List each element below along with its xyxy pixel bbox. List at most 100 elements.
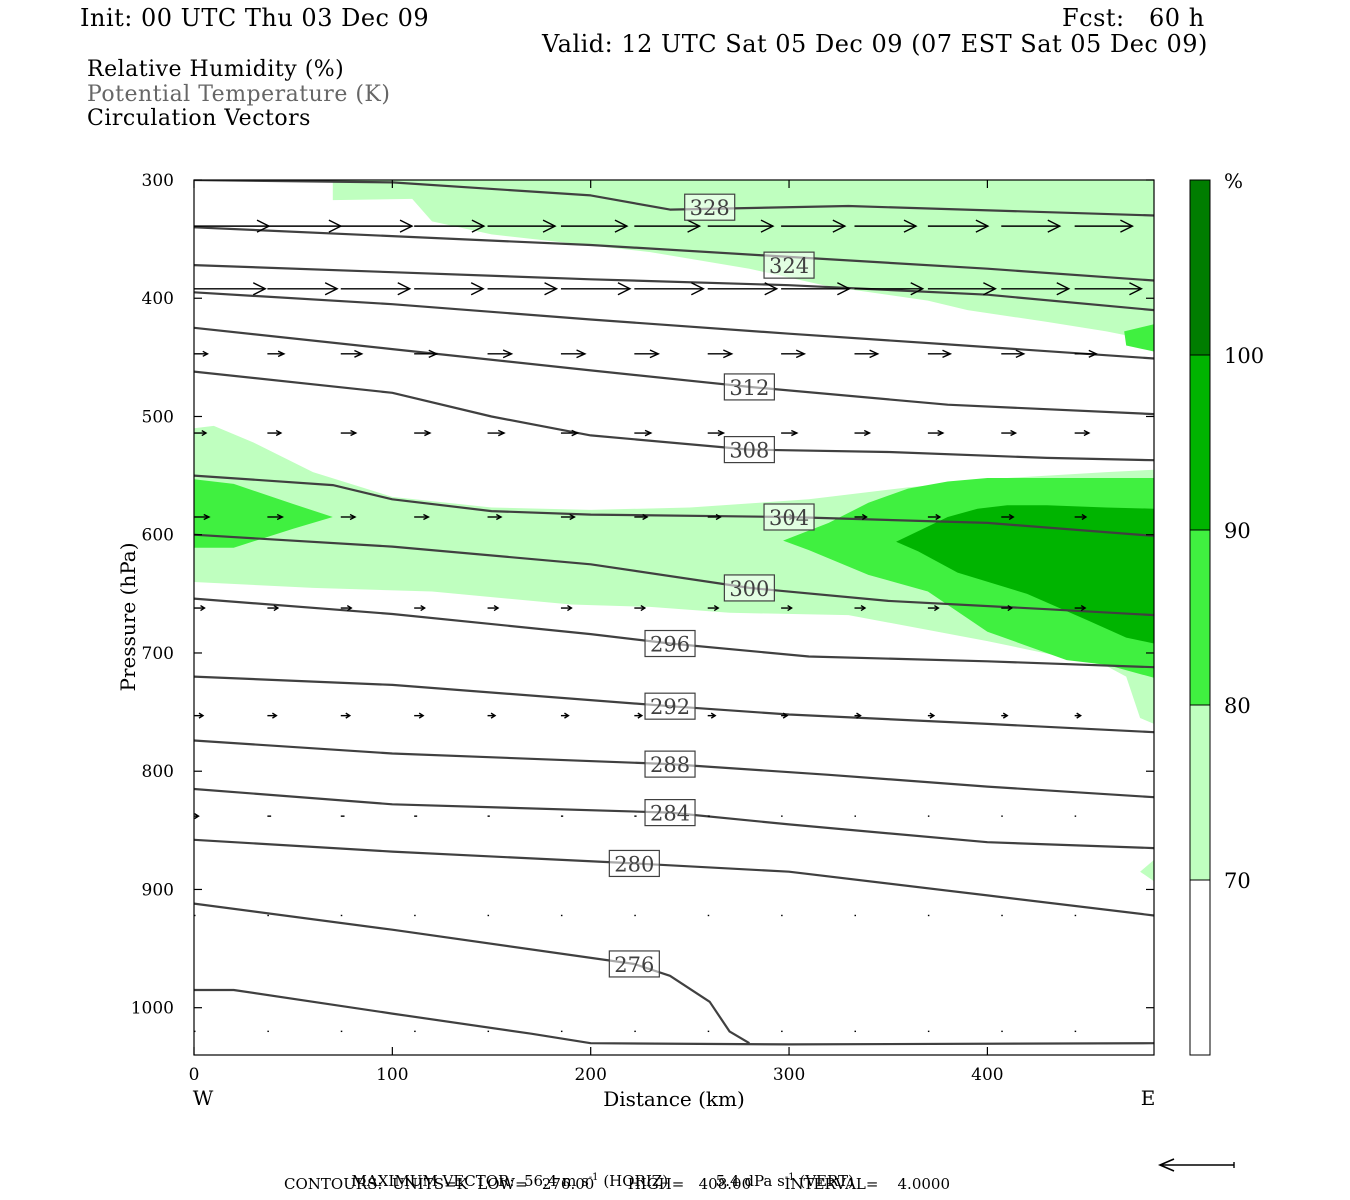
vector-head [1129,282,1143,296]
colorbar-label: 90 [1224,519,1251,543]
vector-head [861,513,868,521]
vector-head [542,219,557,233]
isentrope-labels: 328 324 312 308 304 300 296 292 288 284 280 276 [608,193,815,978]
isentrope-label-328: 328 [684,193,736,221]
vector-head [1081,513,1088,521]
vector-head [502,349,514,359]
y-axis-title: Pressure (hPa) [116,543,140,692]
isentrope-label-text: 296 [650,633,690,657]
vector-head [576,349,587,359]
vector-head [349,513,357,521]
colorbar: 70 80 90 100 [1189,179,1264,1056]
circulation-vector [927,219,990,233]
circulation-vector [560,712,570,719]
vector-head [1156,713,1160,718]
isentrope-label-text: 308 [729,439,769,463]
vector-head [497,429,506,437]
isentrope-line-276 [194,902,750,1045]
circulation-vector [634,282,705,296]
vector-head [399,219,414,233]
circulation-vector [1074,604,1087,612]
circulation-vector [560,604,573,612]
vector-head [687,219,702,233]
isentrope-label-box [723,373,775,401]
vector-head [942,349,953,359]
vector-head [345,712,352,719]
circulation-vector [1001,513,1015,521]
vector-head [397,282,412,296]
isentrope-label-284: 284 [644,799,696,827]
vector-head [420,604,426,612]
vector-head [544,282,559,296]
isentrope-label-box [644,692,696,720]
y-tick-label: 700 [142,644,174,664]
vector-head [1080,604,1087,612]
max-vector-line: MAXIMUM VECTOR: 56.4 m s-1 (HORIZ) 5.4 d… [342,1158,854,1189]
vector-head [571,429,580,437]
circulation-vector [267,604,280,612]
vector-head [1007,604,1014,612]
colorbar-segment [1190,530,1210,705]
circulation-vector [927,712,936,719]
vector-head [856,712,862,719]
isentrope-label-text: 328 [690,196,730,220]
isentrope-label-box [608,950,660,978]
circulation-vector [634,513,649,521]
circulation-vector [781,349,807,359]
vector-head [869,349,880,359]
circulation-vector [707,219,775,233]
isentrope-label-box [763,503,815,531]
circulation-vector [1001,429,1018,437]
plot-frame [193,179,1155,1056]
vector-head [1015,349,1026,359]
circulation-vector [781,604,793,612]
vector-head [273,604,280,612]
isentrope-line-304 [194,474,1154,537]
vector-head [1002,712,1009,719]
vector-head [837,282,851,296]
vector-head [276,513,285,521]
vector-head [277,350,286,358]
vector-head [1056,282,1071,296]
circulation-vector [414,604,426,612]
isentrope-label-box [644,799,696,827]
circulation-vector [560,219,629,233]
isentrope-label-text: 288 [650,753,690,777]
y-tick-label: 800 [142,762,174,782]
vector-head [903,219,918,233]
vector-head [691,282,705,296]
vector-head [354,349,364,358]
y-tick-label: 900 [142,880,174,900]
vert-sup: -1 [784,1172,795,1183]
vector-head [275,429,283,437]
isentrope-line-288 [194,739,1154,799]
vector-head [644,429,653,437]
circulation-vector [340,282,412,296]
rh-shading [194,180,1154,882]
isentrope-label-text: 280 [614,852,654,876]
circulation-vector [414,429,432,437]
vector-head [201,429,208,437]
circulation-vector [194,429,208,437]
vector-head [493,604,500,612]
circulation-vector [194,513,211,521]
vector-head [1120,219,1134,233]
vector-head [200,604,206,612]
circulation-vector [1154,514,1165,519]
vector-head [715,513,722,521]
circulation-vector [487,712,497,719]
circulation-vector [927,282,997,296]
east-label: E [1141,1086,1156,1110]
isentrope-label-300: 300 [723,574,775,602]
vector-head [637,712,644,719]
circulation-vector [340,429,358,437]
circulation-vector [414,513,430,521]
circulation-vector [854,604,867,612]
x-tick-label: 300 [773,1065,805,1085]
circulation-vector [1001,349,1026,359]
max-vector-label: MAXIMUM VECTOR: [351,1172,515,1190]
reference-vector [1157,1158,1235,1172]
circulation-vector [927,349,953,359]
vector-head [423,513,430,521]
circulation-vector [267,513,285,521]
